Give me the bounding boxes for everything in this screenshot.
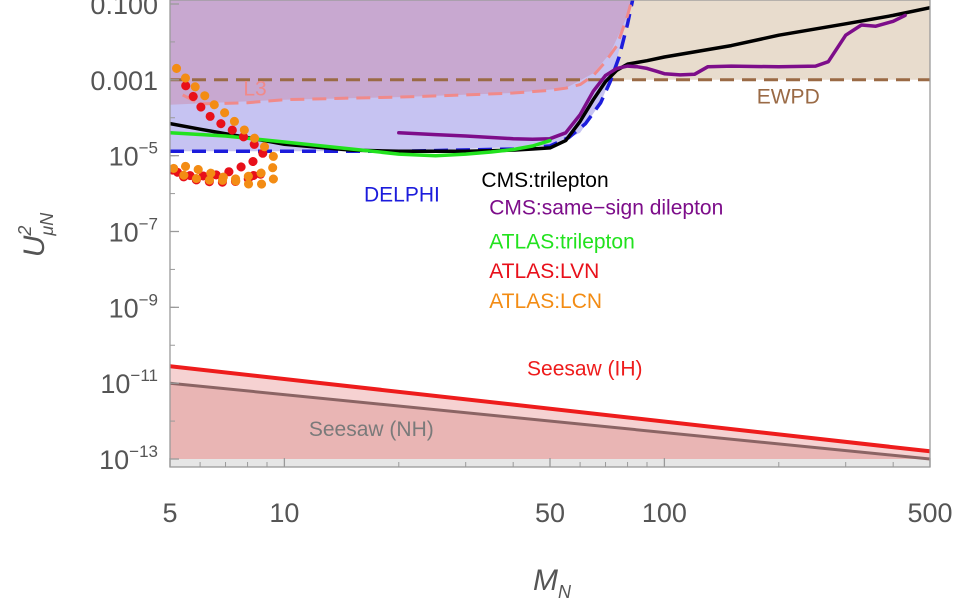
y-tick-base: 10 — [109, 218, 139, 248]
annotations: L3 EWPD DELPHI CMS:trilepton CMS:same−sign d… — [243, 77, 819, 441]
x-tick-label: 50 — [535, 498, 565, 528]
y-tick-base: 10 — [109, 293, 139, 323]
y-tick-base: 0.100 — [90, 0, 158, 20]
series-atlas-lcn-7 — [170, 63, 281, 190]
x-tick-label: 10 — [269, 498, 299, 528]
annotation-atlas-trilepton: ATLAS:trilepton — [489, 230, 635, 253]
annotation-l3: L3 — [243, 77, 266, 100]
y-tick-label: 10−9 — [109, 290, 158, 323]
x-axis-title: MN — [533, 564, 572, 601]
series-seesaw-ih-9 — [170, 364, 930, 454]
series-seesaw-nh-8 — [170, 381, 930, 461]
series-atlas-trilepton-5 — [170, 131, 552, 158]
x-tick-label: 500 — [907, 498, 952, 528]
y-tick-base: 10 — [109, 142, 139, 172]
x-axis-title-main: M — [533, 564, 558, 597]
x-tick-label: 100 — [642, 498, 687, 528]
y-axis-title: U2 μN — [15, 212, 57, 258]
annotation-seesaw-nh: Seesaw (NH) — [309, 418, 434, 441]
axes: 5 10 50 100 5000.1000.00110−510−710−910−1110… — [90, 0, 952, 528]
series-l3-2 — [182, 0, 634, 106]
annotation-delphi: DELPHI — [364, 184, 440, 207]
annotation-ewpd: EWPD — [757, 85, 820, 108]
y-tick-exponent: −5 — [139, 139, 158, 158]
x-tick-label: 5 — [162, 498, 177, 528]
y-tick-label: 10−5 — [109, 139, 158, 172]
annotation-atlas-lcn: ATLAS:LCN — [489, 290, 602, 313]
y-tick-base: 0.001 — [90, 66, 158, 96]
y-tick-label: 10−11 — [100, 366, 158, 399]
annotation-cms-same-sign-dilepton: CMS:same−sign dilepton — [489, 197, 723, 220]
y-axis-title-main: U — [18, 235, 51, 257]
series-cms-same-sign-dilepton-4 — [397, 13, 907, 142]
series-lines — [170, 0, 930, 461]
y-tick-label: 10−13 — [99, 442, 158, 475]
y-tick-base: 10 — [100, 369, 130, 399]
y-axis-title-sub: μN — [37, 212, 57, 237]
y-tick-exponent: −7 — [139, 215, 158, 234]
y-tick-label: 0.001 — [90, 66, 158, 96]
y-tick-exponent: −11 — [130, 366, 158, 385]
annotation-seesaw-ih: Seesaw (IH) — [527, 357, 643, 380]
y-tick-label: 10−7 — [109, 215, 158, 248]
y-axis-title-sup: 2 — [15, 226, 35, 237]
y-tick-label: 0.100 — [90, 0, 158, 20]
y-tick-exponent: −9 — [139, 290, 158, 309]
y-tick-base: 10 — [99, 445, 129, 475]
x-axis-title-sub: N — [558, 582, 572, 601]
y-tick-exponent: −13 — [129, 442, 158, 461]
annotation-cms-trilepton: CMS:trilepton — [481, 169, 608, 192]
annotation-atlas-lvn: ATLAS:LVN — [489, 260, 599, 283]
